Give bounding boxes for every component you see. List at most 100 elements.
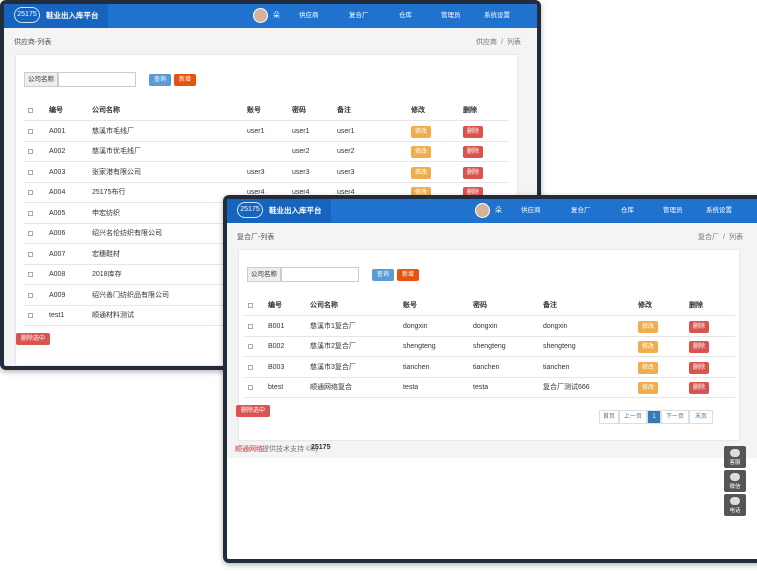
delete-button[interactable]: 删除 (689, 382, 709, 394)
row-checkbox[interactable] (28, 169, 33, 175)
row-line (244, 356, 735, 357)
table-cell: shengteng (403, 343, 436, 350)
table-cell: user3 (247, 168, 265, 176)
app-title: 鞋业出入库平台 (269, 206, 322, 215)
row-checkbox[interactable] (248, 344, 253, 349)
delete-button[interactable]: 删除 (689, 341, 709, 353)
row-checkbox[interactable] (28, 128, 33, 134)
table-cell: A001 (49, 127, 66, 135)
edit-button[interactable]: 修改 (411, 146, 431, 158)
search-label: 公司名称 (24, 72, 58, 87)
table-cell: 复合厂测试666 (543, 384, 590, 391)
nav-item[interactable]: 供应商 (299, 12, 319, 19)
table-cell: 顺通材料测试 (92, 312, 134, 319)
page-link[interactable]: 上一页 (619, 409, 647, 424)
top-bar: 25175 鞋业出入库平台 朵 供应商 复合厂 仓库 管理员 系统设置 (227, 199, 757, 223)
row-checkbox[interactable] (248, 364, 253, 370)
edit-button[interactable]: 修改 (638, 382, 658, 394)
column-header: 修改 (411, 107, 425, 114)
page-link[interactable]: 首页 (599, 409, 619, 424)
delete-button[interactable]: 删除 (689, 320, 709, 333)
add-button[interactable]: 新增 (397, 269, 419, 281)
logo: 25175 (14, 7, 40, 23)
row-checkbox[interactable] (28, 149, 33, 154)
search-button[interactable]: 查询 (372, 269, 394, 281)
table-cell: 张家港有限公司 (92, 168, 141, 176)
edit-button[interactable]: 修改 (411, 166, 431, 179)
side-label: 微信 (729, 484, 741, 490)
table-cell: dongxin (543, 322, 568, 330)
table-cell: 慈溪市优毛线厂 (92, 148, 141, 155)
row-checkbox[interactable] (28, 190, 33, 195)
page-link[interactable]: 末页 (689, 409, 713, 424)
column-header: 编号 (49, 107, 63, 114)
header-line (244, 315, 735, 316)
row-checkbox[interactable] (28, 231, 33, 236)
user-name: 朵 (273, 12, 280, 19)
table-cell: user3 (292, 168, 310, 176)
column-header: 公司名称 (92, 107, 120, 114)
header-checkbox[interactable] (248, 303, 253, 308)
side-button[interactable]: 微信 (724, 470, 746, 492)
add-button[interactable]: 新增 (174, 74, 196, 86)
page-link[interactable]: 1 (647, 409, 661, 424)
nav-item[interactable]: 复合厂 (571, 207, 591, 214)
row-checkbox[interactable] (248, 323, 253, 329)
delete-button[interactable]: 删除 (463, 125, 483, 138)
page-link[interactable]: 下一页 (661, 409, 689, 424)
table-cell: user2 (337, 148, 355, 155)
table-cell: dongxin (473, 322, 498, 330)
table-cell: A005 (49, 209, 66, 217)
column-header: 公司名称 (310, 302, 338, 309)
nav-item[interactable]: 仓库 (399, 12, 412, 19)
delete-button[interactable]: 删除 (463, 146, 483, 158)
row-line (244, 397, 735, 398)
table-cell: dongxin (403, 322, 428, 330)
delete-selected-button[interactable]: 删除选中 (16, 332, 50, 345)
header-checkbox[interactable] (28, 108, 33, 113)
row-checkbox[interactable] (28, 292, 33, 298)
nav-item[interactable]: 系统设置 (706, 207, 732, 214)
row-checkbox[interactable] (248, 385, 253, 390)
crumb: 复合厂 (698, 234, 720, 241)
nav-item[interactable]: 管理员 (663, 207, 683, 214)
table-cell: 25175布行 (92, 189, 126, 196)
edit-button[interactable]: 修改 (638, 320, 658, 333)
nav-item[interactable]: 复合厂 (349, 12, 369, 19)
top-bar: 25175 鞋业出入库平台 朵 供应商 复合厂 仓库 管理员 系统设置 (4, 4, 537, 28)
row-checkbox[interactable] (28, 210, 33, 216)
edit-button[interactable]: 修改 (638, 361, 658, 374)
delete-button[interactable]: 删除 (689, 361, 709, 374)
nav-item[interactable]: 仓库 (621, 207, 634, 214)
search-input[interactable] (281, 267, 359, 282)
nav-item[interactable]: 系统设置 (484, 12, 510, 19)
table-cell: 宏穗鞋材 (92, 250, 120, 258)
table-cell: testa (403, 384, 419, 391)
crumb: / (501, 39, 503, 46)
row-checkbox[interactable] (28, 313, 33, 318)
nav-item[interactable]: 供应商 (521, 207, 541, 214)
breadcrumb: 供应商-列表 (14, 39, 52, 46)
row-checkbox[interactable] (28, 272, 33, 277)
avatar (475, 203, 490, 218)
table-cell: tianchen (403, 363, 430, 371)
side-button[interactable]: 电话 (724, 494, 746, 516)
side-button[interactable]: 客服 (724, 446, 746, 468)
column-header: 账号 (403, 302, 417, 309)
edit-button[interactable]: 修改 (411, 125, 431, 138)
footer-support: 提供技术支持 ©by (262, 446, 319, 453)
edit-button[interactable]: 修改 (638, 341, 658, 353)
footer-company: 顺通网络 (235, 446, 263, 453)
breadcrumb-path: 供应商 / 列表 (474, 37, 523, 47)
search-input[interactable] (58, 72, 136, 87)
row-checkbox[interactable] (28, 251, 33, 257)
delete-selected-button[interactable]: 删除选中 (236, 404, 270, 417)
search-button[interactable]: 查询 (149, 74, 171, 86)
table-cell: 2018库存 (92, 271, 122, 278)
nav-item[interactable]: 管理员 (441, 12, 461, 19)
table-cell: 绍兴善门纺织品有限公司 (92, 291, 169, 299)
side-icon (730, 497, 740, 505)
delete-button[interactable]: 删除 (463, 166, 483, 179)
column-header: 备注 (543, 302, 557, 309)
column-header: 账号 (247, 107, 261, 114)
